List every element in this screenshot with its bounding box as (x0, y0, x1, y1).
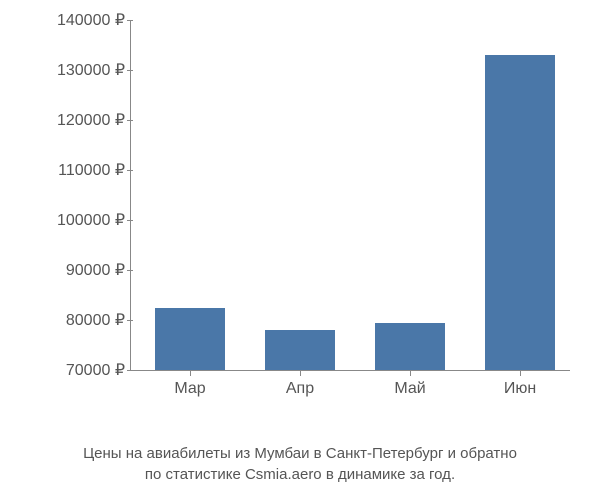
y-tick (127, 220, 133, 221)
x-tick (300, 370, 301, 376)
y-axis-label: 130000 ₽ (30, 60, 125, 80)
y-tick (127, 170, 133, 171)
y-axis-label: 120000 ₽ (30, 110, 125, 130)
chart-caption: Цены на авиабилеты из Мумбаи в Санкт-Пет… (0, 443, 600, 485)
plot-area (130, 20, 570, 370)
y-tick (127, 370, 133, 371)
bar (375, 323, 445, 371)
y-axis-label: 100000 ₽ (30, 210, 125, 230)
y-axis-label: 90000 ₽ (30, 260, 125, 280)
x-axis-label: Апр (286, 380, 314, 398)
x-tick (410, 370, 411, 376)
x-axis-label: Мар (174, 380, 205, 398)
bar (485, 55, 555, 370)
bar (155, 308, 225, 371)
x-axis-line (130, 370, 570, 371)
y-axis-label: 140000 ₽ (30, 10, 125, 30)
y-tick (127, 120, 133, 121)
y-tick (127, 20, 133, 21)
bar (265, 330, 335, 370)
y-axis-label: 80000 ₽ (30, 310, 125, 330)
y-tick (127, 320, 133, 321)
x-tick (520, 370, 521, 376)
y-tick (127, 270, 133, 271)
x-axis-label: Май (394, 380, 425, 398)
y-axis-label: 70000 ₽ (30, 360, 125, 380)
chart-container: 70000 ₽ 80000 ₽ 90000 ₽ 100000 ₽ 110000 ₽ 120… (30, 20, 570, 440)
y-axis-label: 110000 ₽ (30, 160, 125, 180)
caption-line1: Цены на авиабилеты из Мумбаи в Санкт-Пет… (83, 445, 517, 462)
x-axis-label: Июн (504, 380, 536, 398)
y-tick (127, 70, 133, 71)
caption-line2: по статистике Csmia.aero в динамике за г… (145, 466, 455, 483)
x-tick (190, 370, 191, 376)
